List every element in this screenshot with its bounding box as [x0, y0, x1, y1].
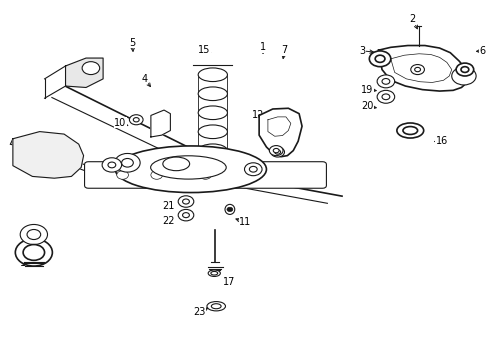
Circle shape: [270, 147, 284, 157]
Ellipse shape: [211, 304, 221, 309]
Polygon shape: [13, 132, 83, 178]
Polygon shape: [259, 108, 302, 157]
Circle shape: [182, 213, 189, 218]
Text: 18: 18: [422, 68, 434, 78]
Text: 17: 17: [222, 277, 235, 287]
Ellipse shape: [163, 157, 189, 171]
Text: 9: 9: [152, 121, 159, 130]
Circle shape: [151, 171, 162, 179]
Circle shape: [374, 55, 384, 62]
Circle shape: [381, 94, 389, 100]
Circle shape: [376, 90, 394, 103]
Circle shape: [199, 171, 211, 179]
Ellipse shape: [396, 123, 423, 138]
Text: 22: 22: [163, 216, 175, 226]
Circle shape: [274, 150, 280, 154]
Ellipse shape: [115, 146, 266, 193]
Circle shape: [122, 158, 133, 167]
Text: 11: 11: [239, 217, 251, 227]
Circle shape: [269, 145, 283, 156]
Circle shape: [455, 63, 473, 76]
Circle shape: [368, 51, 390, 67]
Circle shape: [108, 162, 116, 168]
Text: 3: 3: [359, 46, 365, 56]
Text: 5: 5: [129, 38, 135, 48]
Ellipse shape: [206, 302, 225, 311]
Polygon shape: [65, 58, 103, 87]
Circle shape: [178, 210, 193, 221]
Text: 1: 1: [260, 42, 265, 52]
Text: 20: 20: [361, 102, 373, 112]
Polygon shape: [151, 110, 170, 137]
Text: 15: 15: [198, 45, 210, 55]
Text: 8: 8: [185, 158, 191, 168]
Ellipse shape: [208, 270, 220, 276]
Circle shape: [460, 67, 468, 72]
Circle shape: [129, 115, 143, 125]
Text: 4: 4: [141, 74, 147, 84]
Circle shape: [82, 62, 100, 75]
FancyBboxPatch shape: [84, 162, 326, 188]
Text: 23: 23: [193, 307, 205, 317]
Circle shape: [244, 163, 262, 176]
Circle shape: [414, 67, 420, 72]
Text: 19: 19: [361, 85, 373, 95]
Circle shape: [410, 64, 424, 75]
Circle shape: [20, 225, 47, 244]
Circle shape: [115, 153, 140, 172]
Circle shape: [226, 207, 232, 212]
Circle shape: [27, 229, 41, 239]
Ellipse shape: [198, 125, 227, 139]
Circle shape: [133, 118, 139, 122]
Circle shape: [376, 75, 394, 88]
Circle shape: [381, 78, 389, 84]
Circle shape: [273, 148, 279, 153]
Circle shape: [102, 158, 122, 172]
Text: 16: 16: [435, 136, 447, 146]
Text: 10: 10: [114, 118, 126, 128]
Ellipse shape: [198, 106, 227, 120]
Ellipse shape: [198, 87, 227, 100]
Circle shape: [15, 239, 52, 266]
Text: 21: 21: [163, 201, 175, 211]
Polygon shape: [378, 45, 468, 91]
Ellipse shape: [224, 204, 234, 215]
Ellipse shape: [402, 127, 417, 134]
Text: 13: 13: [273, 145, 285, 156]
Ellipse shape: [198, 68, 227, 82]
Circle shape: [249, 166, 257, 172]
Text: 14: 14: [20, 258, 32, 268]
Text: 12: 12: [251, 110, 264, 120]
Circle shape: [117, 171, 128, 179]
Text: 2: 2: [409, 14, 415, 24]
Circle shape: [451, 67, 475, 85]
Ellipse shape: [150, 156, 226, 179]
Circle shape: [182, 199, 189, 204]
Ellipse shape: [198, 144, 227, 158]
Text: 7: 7: [281, 45, 287, 55]
Circle shape: [178, 196, 193, 207]
Ellipse shape: [210, 271, 217, 275]
Circle shape: [23, 244, 44, 260]
Text: 6: 6: [478, 46, 485, 56]
